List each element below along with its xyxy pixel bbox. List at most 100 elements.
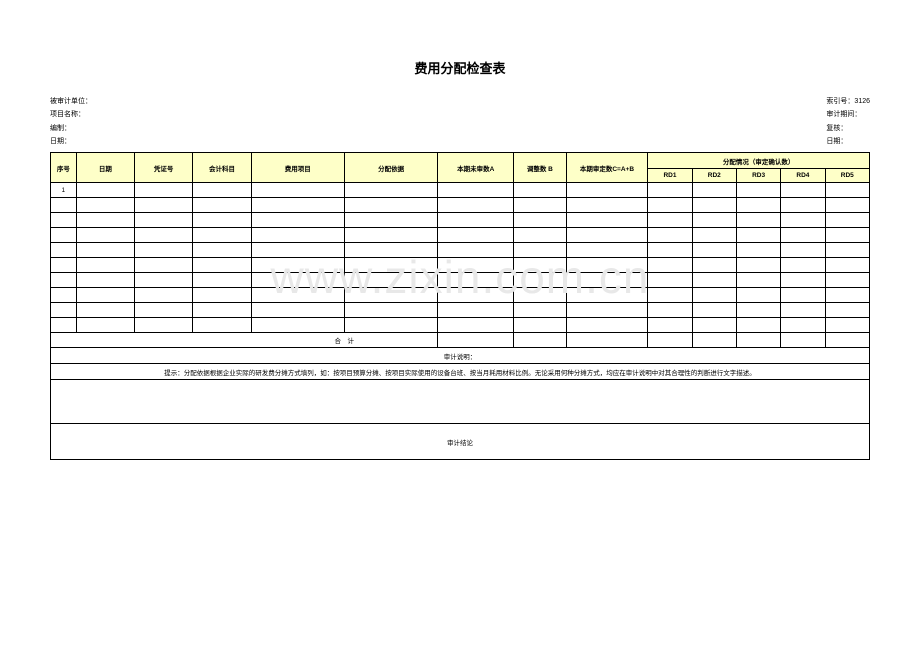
table-cell: [692, 273, 736, 288]
table-cell: [514, 213, 567, 228]
subtotal-label: 合 计: [251, 333, 438, 348]
sheet: 费用分配检查表 被审计单位： 项目名称： 编制： 日期： 索引号：3126 审计…: [50, 0, 870, 460]
table-cell: [134, 228, 192, 243]
th-rd2: RD2: [692, 169, 736, 183]
table-cell: [134, 318, 192, 333]
table-cell: [736, 213, 780, 228]
table-cell: [648, 273, 692, 288]
table-cell: [692, 243, 736, 258]
table-cell: [134, 258, 192, 273]
table-cell: [781, 228, 825, 243]
table-cell: [193, 318, 251, 333]
table-cell: [76, 183, 134, 198]
table-cell: [51, 273, 77, 288]
table-cell: [566, 303, 648, 318]
table-cell: [438, 243, 514, 258]
table-cell: [251, 228, 344, 243]
meta-right-0-value: 3126: [854, 98, 870, 105]
table-cell: [781, 183, 825, 198]
table-cell: [514, 318, 567, 333]
table-cell: [648, 243, 692, 258]
table-row: [51, 273, 870, 288]
th-rd1: RD1: [648, 169, 692, 183]
table-cell: [692, 198, 736, 213]
table-cell: [692, 258, 736, 273]
table-cell: [514, 183, 567, 198]
table-cell: [344, 228, 437, 243]
table-cell: [76, 258, 134, 273]
subtotal-row: 合 计: [51, 333, 870, 348]
table-cell: [51, 258, 77, 273]
table-cell: [51, 288, 77, 303]
table-cell: [251, 288, 344, 303]
table-cell: [193, 183, 251, 198]
table-cell: [781, 258, 825, 273]
table-cell: [692, 183, 736, 198]
table-cell: [76, 213, 134, 228]
table-cell: [736, 273, 780, 288]
table-cell: [438, 303, 514, 318]
table-cell: [251, 303, 344, 318]
conclusion: 审计结论: [51, 424, 870, 460]
table-cell: [193, 258, 251, 273]
table-cell: [736, 303, 780, 318]
table-cell: [51, 318, 77, 333]
table-cell: [648, 258, 692, 273]
table-cell: [825, 198, 869, 213]
table-cell: [344, 318, 437, 333]
th-rd3: RD3: [736, 169, 780, 183]
table-cell: [692, 228, 736, 243]
th-b: 调整数 B: [514, 153, 567, 183]
table-cell: [251, 318, 344, 333]
table-cell: [193, 273, 251, 288]
meta-block: 被审计单位： 项目名称： 编制： 日期： 索引号：3126 审计期间： 复核： …: [50, 95, 870, 148]
table-cell: [76, 243, 134, 258]
table-cell: [825, 318, 869, 333]
meta-left-1-label: 项目名称：: [50, 111, 85, 118]
table-cell: [438, 318, 514, 333]
table-body: 1: [51, 183, 870, 333]
table-cell: [344, 183, 437, 198]
th-c: 本期审定数C=A+B: [566, 153, 648, 183]
table-cell: [648, 228, 692, 243]
page-title: 费用分配检查表: [50, 58, 870, 77]
table-cell: [344, 198, 437, 213]
table-cell: [566, 198, 648, 213]
table-cell: [76, 288, 134, 303]
table-cell: [76, 198, 134, 213]
table-cell: [344, 243, 437, 258]
table-cell: [648, 183, 692, 198]
table-cell: [736, 243, 780, 258]
table-cell: [134, 273, 192, 288]
table-cell: [648, 198, 692, 213]
table-cell: [566, 228, 648, 243]
table-row: [51, 213, 870, 228]
table-cell: [76, 318, 134, 333]
table-cell: [825, 228, 869, 243]
table-cell: [438, 198, 514, 213]
table-cell: [438, 213, 514, 228]
table-cell: [566, 213, 648, 228]
table-cell: [76, 228, 134, 243]
spacer: [51, 380, 870, 424]
table-cell: [76, 303, 134, 318]
table-cell: [344, 303, 437, 318]
table-cell: [825, 243, 869, 258]
table-cell: [344, 273, 437, 288]
table-cell: [648, 303, 692, 318]
table-cell: [134, 183, 192, 198]
table-cell: [251, 243, 344, 258]
table-cell: [514, 273, 567, 288]
meta-left-3-label: 日期：: [50, 138, 71, 145]
table-cell: [438, 228, 514, 243]
table-cell: [514, 258, 567, 273]
table-cell: [514, 198, 567, 213]
table-cell: [438, 273, 514, 288]
th-rd4: RD4: [781, 169, 825, 183]
table-cell: [251, 258, 344, 273]
table-cell: [825, 183, 869, 198]
table-cell: [781, 198, 825, 213]
table-cell: [736, 258, 780, 273]
table-cell: [692, 288, 736, 303]
table-row: [51, 243, 870, 258]
